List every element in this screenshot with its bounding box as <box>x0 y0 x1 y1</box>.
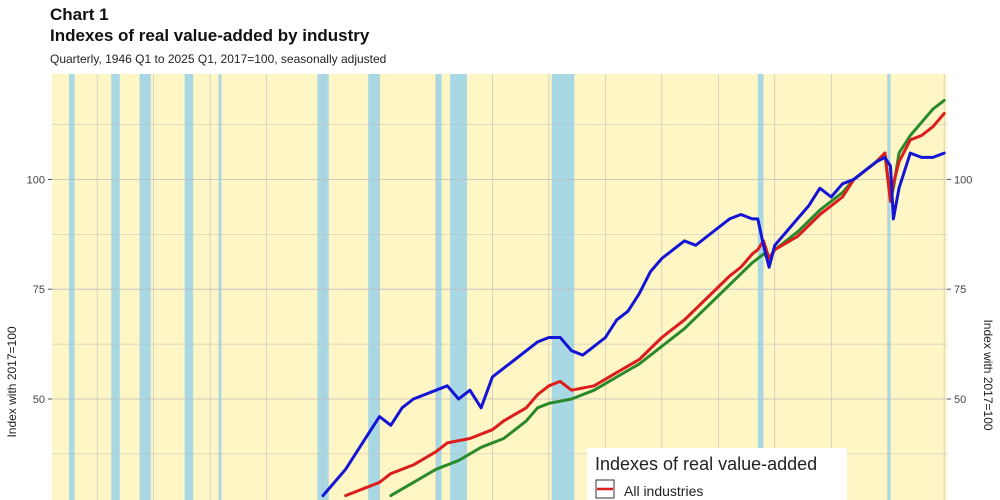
legend-label-all-industries: All industries <box>624 483 703 499</box>
chart-subtitle: Indexes of real value-added by industry <box>50 26 370 45</box>
y-tick-label-right: 50 <box>954 394 966 406</box>
series-line-1 <box>321 151 946 498</box>
y-axis-label-left: Index with 2017=100 <box>5 326 19 437</box>
y-tick-label-left: 75 <box>33 284 45 296</box>
chart-title: Chart 1 <box>50 5 109 24</box>
recession-band <box>435 74 442 500</box>
recession-band <box>887 74 891 500</box>
recession-band <box>68 74 75 500</box>
y-tick-label-left: 100 <box>27 174 45 186</box>
legend: Indexes of real value-added All industri… <box>587 448 847 500</box>
recession-band <box>450 74 468 500</box>
chart-note: Quarterly, 1946 Q1 to 2025 Q1, 2017=100,… <box>50 52 387 66</box>
recession-band <box>218 74 222 500</box>
recession-band <box>184 74 194 500</box>
recession-band <box>757 74 764 500</box>
y-tick-label-right: 100 <box>954 174 972 186</box>
series-line-all-industries <box>344 112 946 498</box>
y-tick-label-right: 75 <box>954 284 966 296</box>
recession-band <box>111 74 120 500</box>
recession-band <box>368 74 380 500</box>
y-axis-label-right: Index with 2017=100 <box>981 319 995 430</box>
plot-background <box>52 74 947 500</box>
y-tick-label-left: 50 <box>33 394 45 406</box>
recession-band <box>139 74 151 500</box>
recession-band <box>551 74 575 500</box>
legend-title: Indexes of real value-added <box>595 454 817 474</box>
legend-box <box>587 448 847 500</box>
